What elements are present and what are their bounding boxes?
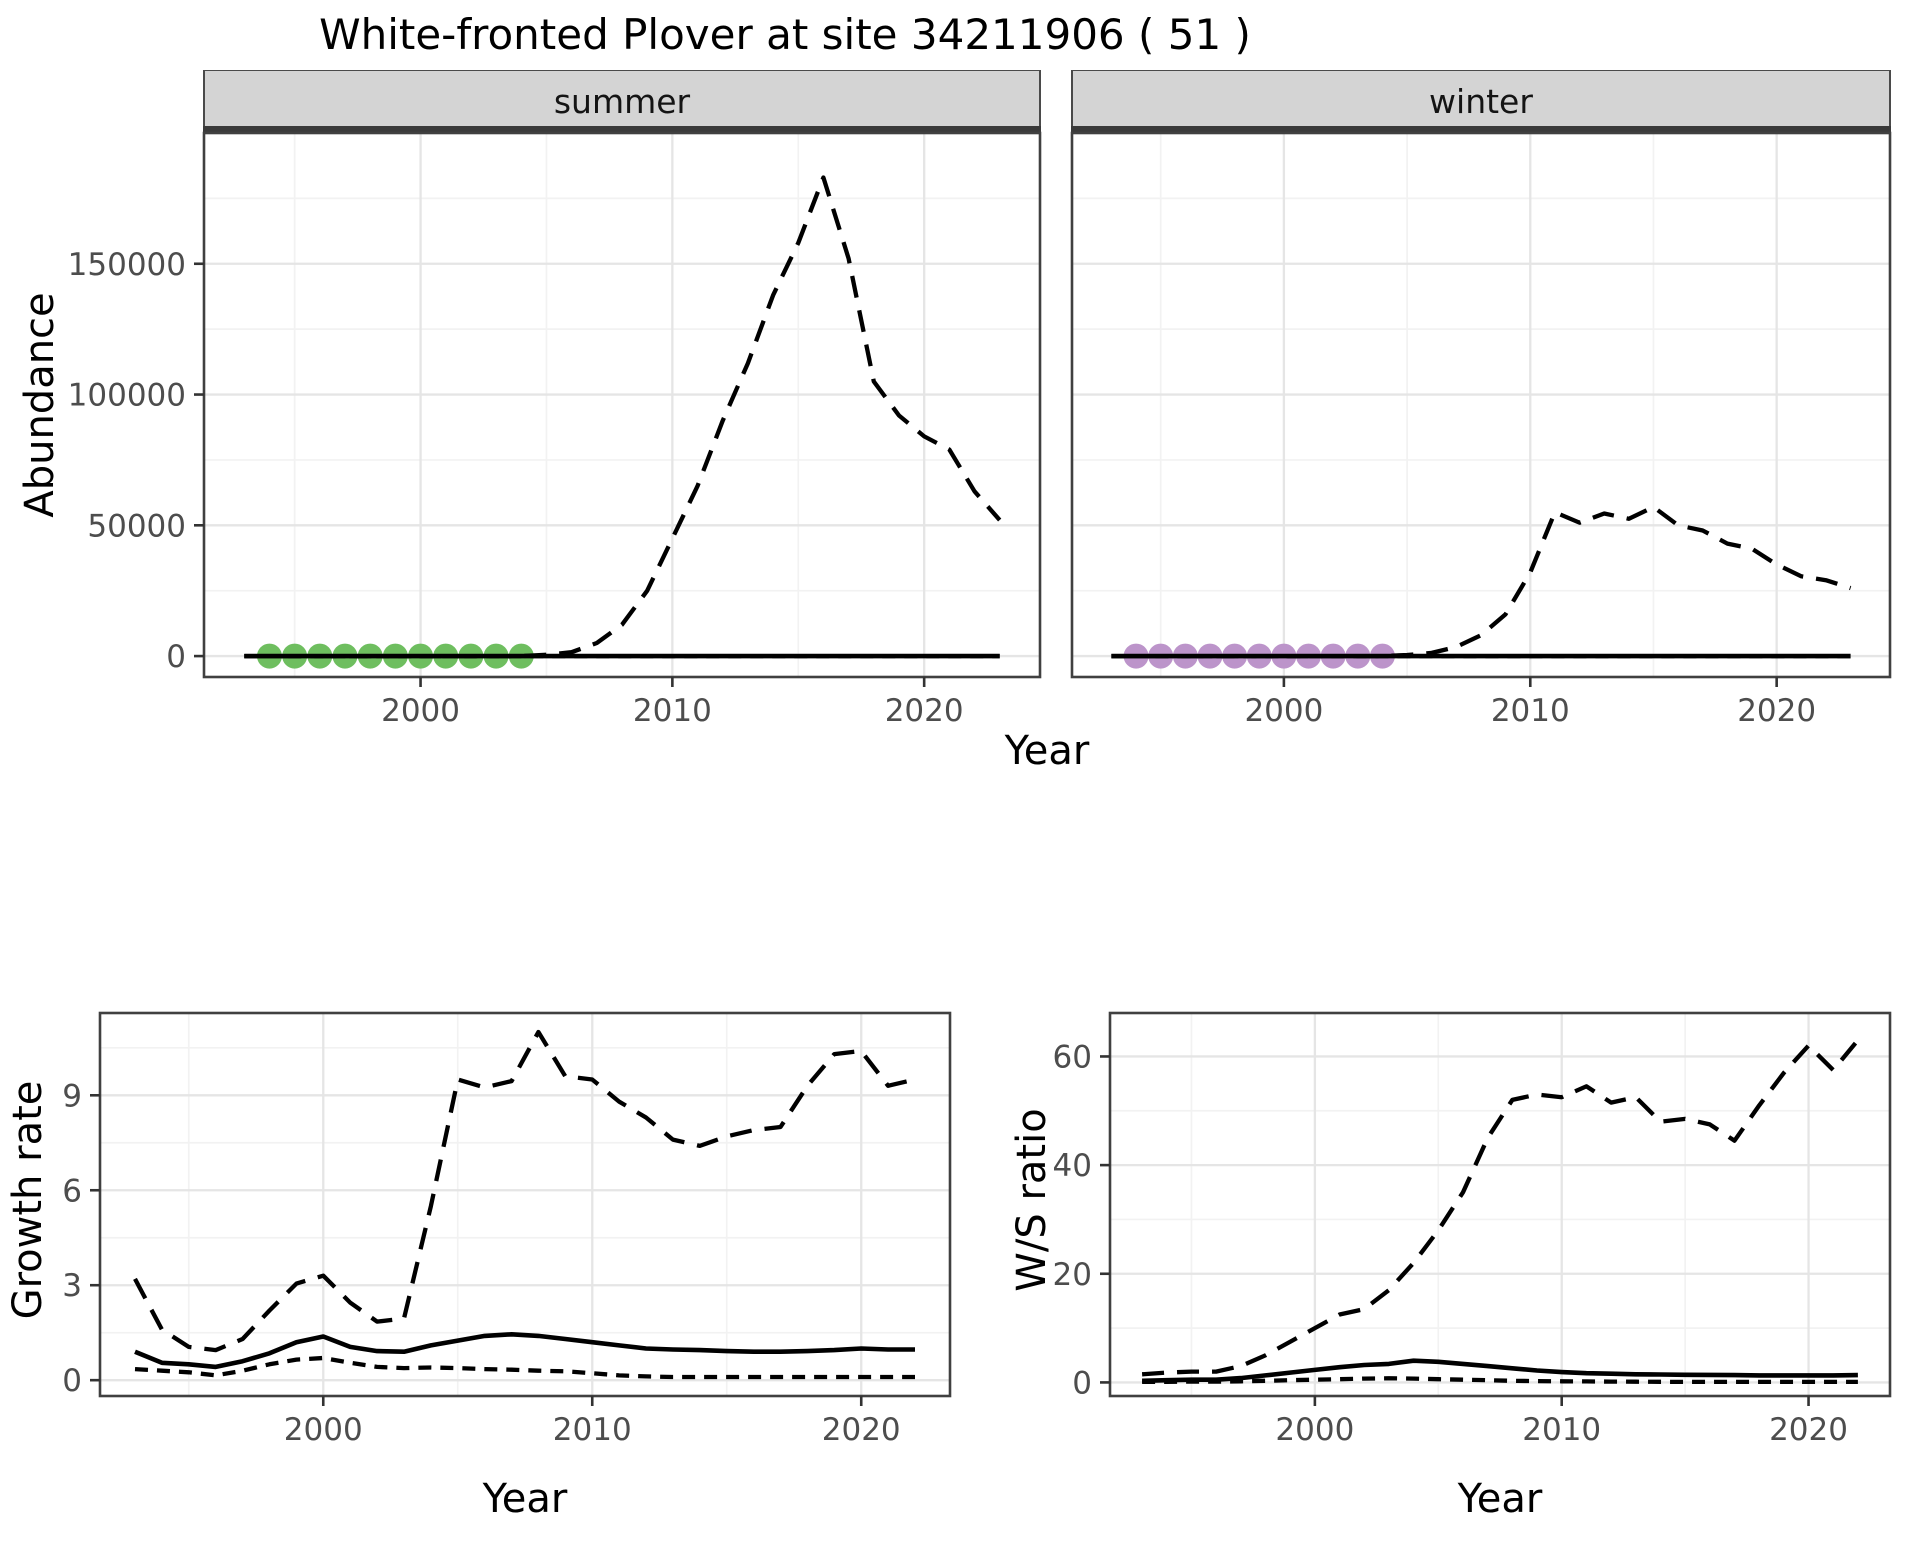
x-tick-label: 2010 — [1522, 1412, 1601, 1448]
facet-strip-border — [1071, 126, 1891, 133]
y-tick-label: 0 — [62, 1363, 82, 1399]
x-tick-label: 2010 — [1491, 693, 1570, 729]
abundance-x-axis-title: Year — [1004, 728, 1090, 774]
x-tick-label: 2000 — [381, 693, 460, 729]
facet-strip — [1071, 70, 1891, 131]
panel-border — [1070, 131, 1892, 679]
facet-strip-border — [203, 126, 1041, 133]
panel-background — [204, 133, 1040, 677]
lower-ci-line — [1142, 1376, 1858, 1385]
panel-border — [98, 1011, 952, 1398]
x-tick-label: 2020 — [885, 693, 964, 729]
y-tick-label: 100000 — [68, 378, 186, 414]
ws-ratio-x-axis-title: Year — [1457, 1476, 1543, 1522]
panel-border — [202, 131, 1042, 679]
x-tick-label: 2020 — [1737, 693, 1816, 729]
median-line — [1142, 1358, 1858, 1384]
y-tick-label: 20 — [1053, 1257, 1092, 1293]
y-tick-label: 6 — [62, 1173, 82, 1209]
y-tick-label: 60 — [1053, 1039, 1092, 1075]
y-tick-label: 150000 — [68, 247, 186, 283]
facet-strip-label: winter — [1429, 82, 1533, 121]
y-tick-label: 3 — [62, 1268, 82, 1304]
y-tick-label: 9 — [62, 1078, 82, 1114]
abundance-facet-chart: summer 2000 2010 2020 0 50000 100000 150000 wint… — [68, 70, 1892, 729]
panel-background — [1072, 133, 1890, 677]
x-tick-label: 2000 — [1244, 693, 1323, 729]
x-tick-label: 2010 — [553, 1412, 632, 1448]
median-line — [134, 1331, 915, 1370]
growth-rate-x-axis-title: Year — [482, 1476, 568, 1522]
facet-strip — [203, 70, 1041, 131]
x-tick-label: 2000 — [284, 1412, 363, 1448]
y-tick-label: 0 — [1072, 1365, 1092, 1401]
x-tick-label: 2010 — [633, 693, 712, 729]
y-tick-label: 50000 — [87, 508, 186, 544]
upper-ci-line — [1141, 1038, 1860, 1377]
y-tick-label: 0 — [166, 639, 186, 675]
panel-border — [1108, 1011, 1892, 1398]
x-tick-label: 2020 — [822, 1412, 901, 1448]
growth-and-ratio-charts: 2000 2010 2020 0 3 6 9 2000 2010 2020 0 20 40 60 — [62, 1011, 1892, 1448]
panel-background — [1110, 1013, 1890, 1396]
facet-strip-label: summer — [554, 82, 691, 121]
upper-ci-line — [133, 1029, 916, 1353]
x-tick-label: 2020 — [1769, 1412, 1848, 1448]
y-tick-label: 40 — [1053, 1148, 1092, 1184]
x-tick-label: 2000 — [1275, 1412, 1354, 1448]
chart-title: White-fronted Plover at site 34211906 ( … — [319, 10, 1251, 59]
